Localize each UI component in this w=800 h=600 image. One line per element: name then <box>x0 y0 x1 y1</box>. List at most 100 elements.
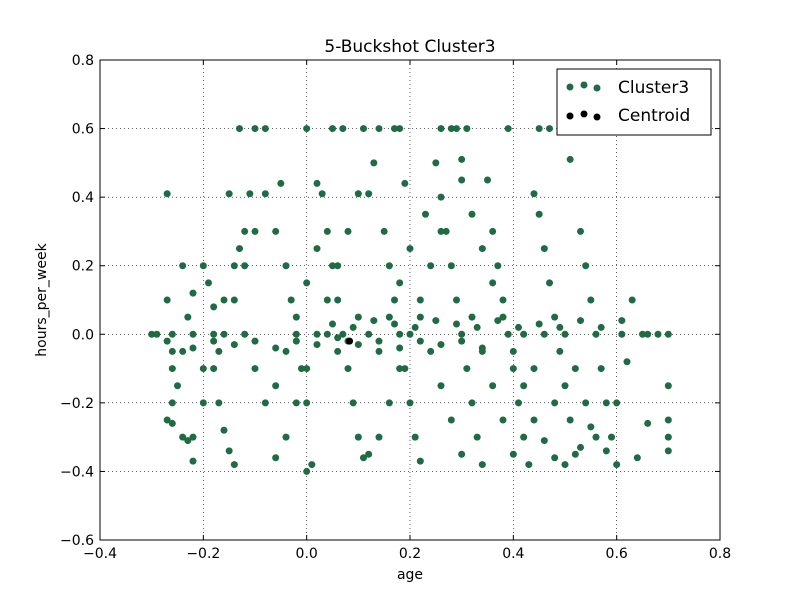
cluster3-point <box>411 433 419 441</box>
cluster3-point <box>210 337 218 345</box>
cluster3-point <box>251 125 259 133</box>
cluster3-point <box>551 313 559 321</box>
cluster3-point <box>401 179 409 187</box>
cluster3-point <box>520 330 528 338</box>
cluster3-point <box>329 125 336 133</box>
cluster3-point <box>199 399 207 407</box>
cluster3-point <box>468 399 476 407</box>
cluster3-point <box>618 317 626 325</box>
cluster3-point <box>478 461 486 469</box>
cluster3-point <box>644 330 652 338</box>
chart-title: 5-Buckshot Cluster3 <box>324 37 495 57</box>
cluster3-point <box>499 416 507 424</box>
y-tick-label: −0.2 <box>60 396 94 412</box>
cluster3-point <box>628 296 636 304</box>
cluster3-point <box>571 365 579 373</box>
cluster3-point <box>375 347 383 355</box>
cluster3-point <box>442 227 450 235</box>
legend: Cluster3 Centroid <box>556 68 712 136</box>
x-tick-label: 0.2 <box>399 546 421 562</box>
cluster3-point <box>664 447 672 455</box>
cluster3-point <box>437 227 445 235</box>
cluster3-point <box>391 296 398 304</box>
cluster3-point <box>509 365 517 373</box>
cluster3-point <box>339 125 347 133</box>
cluster3-point <box>168 330 176 338</box>
cluster3-point <box>582 399 590 407</box>
centroid-point <box>346 337 354 345</box>
cluster3-point <box>613 399 621 407</box>
cluster3-point <box>230 341 238 349</box>
cluster3-point <box>303 467 311 475</box>
cluster3-point <box>473 433 481 441</box>
cluster3-point <box>504 125 512 133</box>
y-tick-label: 0.2 <box>72 259 94 275</box>
cluster3-point <box>230 461 238 469</box>
cluster3-point <box>437 125 445 133</box>
cluster3-point <box>292 313 300 321</box>
cluster3-point <box>385 313 393 321</box>
cluster3-point <box>540 245 548 253</box>
cluster3-point <box>561 330 569 338</box>
cluster3-point <box>184 437 192 445</box>
cluster3-point <box>303 279 311 287</box>
cluster3-point <box>189 344 197 352</box>
cluster3-point <box>509 450 517 458</box>
cluster3-point <box>639 330 646 338</box>
cluster3-point <box>272 382 280 390</box>
cluster3-point <box>561 461 569 469</box>
cluster3-point <box>210 365 218 373</box>
cluster3-point <box>344 365 352 373</box>
cluster3-point <box>354 313 362 321</box>
cluster3-point <box>385 399 393 407</box>
cluster3-point <box>365 330 373 338</box>
cluster3-point <box>535 125 543 133</box>
cluster3-point <box>334 347 342 355</box>
cluster3-point <box>406 399 414 407</box>
legend-box <box>556 68 712 136</box>
cluster3-point <box>303 365 311 373</box>
cluster3-point <box>515 323 522 331</box>
cluster3-point <box>613 461 621 469</box>
cluster3-point <box>339 330 347 338</box>
cluster3-point <box>179 262 187 270</box>
cluster3-point <box>251 365 259 373</box>
cluster3-point <box>566 155 574 163</box>
cluster3-point <box>205 279 212 287</box>
x-tick-label: 0.4 <box>502 546 524 562</box>
cluster3-point <box>484 176 491 184</box>
cluster3-point <box>577 317 584 325</box>
cluster3-point <box>375 125 383 133</box>
cluster3-point <box>504 330 512 338</box>
cluster3-point <box>380 227 388 235</box>
cluster3-point <box>473 323 481 331</box>
cluster3-point <box>525 461 533 469</box>
cluster3-point <box>494 317 502 325</box>
cluster3-point <box>349 399 357 407</box>
cluster3-point <box>437 382 445 390</box>
cluster3-point <box>406 330 414 338</box>
cluster3-point <box>261 190 269 198</box>
cluster3-point <box>623 358 631 366</box>
cluster3-point <box>535 320 543 328</box>
y-tick-label: −0.4 <box>60 464 94 480</box>
cluster3-point <box>329 320 336 328</box>
legend-marker-cluster3 <box>593 84 601 92</box>
cluster3-point <box>654 330 662 338</box>
cluster3-point <box>241 262 249 270</box>
cluster3-point <box>303 125 311 133</box>
cluster3-point <box>447 416 455 424</box>
axis-ticks: −0.4 −0.2 0.0 0.2 0.4 0.6 0.8−0.6−0.4−0.20.00.… <box>60 53 731 562</box>
cluster3-point <box>437 341 445 349</box>
cluster3-point <box>313 245 321 253</box>
cluster3-point <box>272 227 280 235</box>
cluster3-point <box>520 433 528 441</box>
cluster3-point <box>664 330 672 338</box>
cluster3-point <box>220 296 228 304</box>
y-tick-label: −0.6 <box>60 533 94 549</box>
cluster3-point <box>225 447 233 455</box>
cluster3-point <box>432 159 440 167</box>
cluster3-point <box>199 262 207 270</box>
cluster3-point <box>453 125 460 133</box>
